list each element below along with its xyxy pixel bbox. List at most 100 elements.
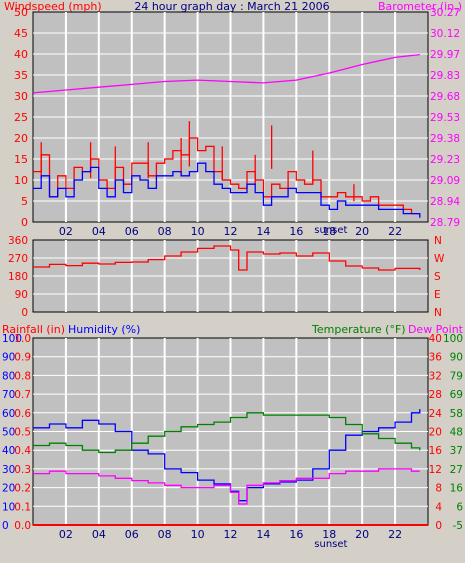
- temperature-y-tick-label: 40: [429, 333, 442, 345]
- humidity-y-tick-label: 30: [2, 464, 15, 476]
- temperature-y-tick-label: 12: [429, 464, 442, 476]
- rainfall-y-tick-label: 0.7: [14, 389, 31, 401]
- weather-x-tick-label: 22: [388, 528, 402, 541]
- direction-degree-tick-label: 90: [15, 289, 28, 301]
- windspeed-y-tick-label: 5: [21, 195, 28, 208]
- humidity-y-tick-label: 90: [2, 352, 15, 364]
- wind-x-tick-label: 06: [125, 225, 139, 238]
- temperature-y-tick-label: 16: [429, 445, 443, 457]
- temperature-alt-y-tick-label: 48: [450, 427, 463, 439]
- rainfall-axis-title: Rainfall (in): [2, 323, 65, 336]
- temperature-alt-y-tick-label: 27: [450, 464, 463, 476]
- weather-x-tick-label: 18: [322, 528, 336, 541]
- rainfall-y-tick-label: 0.5: [14, 427, 31, 439]
- barometer-y-tick-label: 30.27: [430, 7, 460, 19]
- temperature-y-tick-label: 0: [435, 520, 442, 532]
- windspeed-y-tick-label: 30: [14, 90, 28, 103]
- temperature-alt-y-tick-label: 100: [443, 333, 463, 345]
- barometer-y-tick-label: 29.09: [430, 175, 460, 187]
- wind-x-tick-label: 22: [388, 225, 402, 238]
- humidity-y-tick-label: 10: [2, 501, 15, 513]
- windspeed-y-tick-label: 35: [14, 69, 28, 82]
- barometer-y-tick-label: 29.23: [430, 154, 460, 166]
- temperature-y-tick-label: 20: [429, 427, 442, 439]
- temperature-alt-y-tick-label: 90: [450, 352, 463, 364]
- temperature-alt-y-tick-label: -5: [453, 520, 463, 532]
- barometer-y-tick-label: 30.12: [430, 28, 460, 40]
- direction-degree-tick-label: 180: [8, 271, 28, 283]
- temperature-y-tick-label: 24: [429, 408, 443, 420]
- weather-x-tick-label: 20: [355, 528, 369, 541]
- barometer-y-tick-label: 29.83: [430, 70, 460, 82]
- rainfall-y-tick-label: 0.4: [14, 445, 31, 457]
- direction-compass-tick-label: N: [434, 307, 442, 319]
- barometer-y-tick-label: 29.68: [430, 91, 460, 103]
- temperature-y-tick-label: 28: [429, 389, 442, 401]
- weather-x-tick-label: 16: [289, 528, 303, 541]
- rainfall-y-tick-label: 0.0: [14, 520, 31, 532]
- rainfall-y-tick-label: 1.0: [14, 333, 31, 345]
- barometer-series-line: [32, 53, 420, 94]
- temperature-y-tick-label: 4: [435, 501, 442, 513]
- barometer-y-tick-label: 29.53: [430, 112, 460, 124]
- direction-compass-tick-label: W: [434, 253, 445, 265]
- direction-compass-tick-label: S: [434, 271, 441, 283]
- direction-degree-tick-label: 360: [8, 235, 28, 247]
- sunset-label-top: sunset: [314, 225, 347, 236]
- weather-x-tick-label: 12: [224, 528, 238, 541]
- rainfall-y-tick-label: 0.9: [14, 352, 31, 364]
- windspeed-y-tick-label: 50: [14, 6, 28, 19]
- barometer-y-tick-label: 28.79: [430, 217, 460, 229]
- wind-x-tick-label: 08: [158, 225, 172, 238]
- wind-x-tick-label: 20: [355, 225, 369, 238]
- avg-windspeed-series-line: [33, 162, 421, 218]
- direction-compass-tick-label: N: [434, 235, 442, 247]
- wind-x-tick-label: 16: [289, 225, 303, 238]
- temperature-axis-title: Temperature (°F): [311, 323, 406, 336]
- direction-compass-tick-label: E: [434, 289, 441, 301]
- windspeed-y-tick-label: 0: [21, 216, 28, 229]
- rainfall-y-tick-label: 0.3: [14, 464, 31, 476]
- barometer-y-tick-label: 29.38: [430, 133, 460, 145]
- temperature-alt-y-tick-label: 6: [456, 501, 463, 513]
- temperature-alt-y-tick-label: 79: [450, 370, 463, 382]
- temperature-series-line: [33, 412, 421, 454]
- wind-x-tick-label: 14: [256, 225, 270, 238]
- barometer-y-tick-label: 28.94: [430, 196, 460, 208]
- wind-x-tick-label: 02: [59, 225, 73, 238]
- weather-x-tick-label: 08: [158, 528, 172, 541]
- humidity-y-tick-label: 50: [2, 427, 15, 439]
- temperature-alt-y-tick-label: 69: [450, 389, 463, 401]
- temperature-y-tick-label: 32: [429, 370, 442, 382]
- direction-degree-tick-label: 0: [21, 307, 28, 319]
- wind-direction-series-line: [33, 245, 421, 271]
- wind-x-tick-label: 12: [224, 225, 238, 238]
- windspeed-y-tick-label: 40: [14, 48, 28, 61]
- rainfall-y-tick-label: 0.1: [14, 501, 31, 513]
- barometer-y-tick-label: 29.97: [430, 49, 460, 61]
- windspeed-axis-title: Windspeed (mph): [4, 0, 102, 13]
- weather-x-tick-label: 04: [92, 528, 106, 541]
- barometer-axis-title: Barometer (in.): [378, 0, 462, 13]
- windspeed-y-tick-label: 15: [14, 153, 28, 166]
- humidity-y-tick-label: 60: [2, 408, 15, 420]
- wind-x-tick-label: 10: [191, 225, 205, 238]
- windspeed-y-tick-label: 25: [14, 111, 28, 124]
- humidity-y-tick-label: 20: [2, 483, 15, 495]
- rainfall-y-tick-label: 0.8: [14, 370, 31, 382]
- weather-x-tick-label: 14: [256, 528, 270, 541]
- rainfall-y-tick-label: 0.2: [14, 483, 31, 495]
- chart-title: 24 hour graph day : March 21 2006: [134, 0, 329, 13]
- windspeed-y-tick-label: 20: [14, 132, 28, 145]
- temperature-alt-y-tick-label: 37: [450, 445, 463, 457]
- rainfall-y-tick-label: 0.6: [14, 408, 31, 420]
- temperature-alt-y-tick-label: 58: [450, 408, 463, 420]
- dew-point-series-line: [33, 468, 420, 505]
- dew-point-axis-title: Dew Point: [408, 323, 464, 336]
- temperature-alt-y-tick-label: 16: [450, 483, 464, 495]
- direction-degree-tick-label: 270: [8, 253, 28, 265]
- weather-x-tick-label: 02: [59, 528, 73, 541]
- temperature-y-tick-label: 8: [435, 483, 442, 495]
